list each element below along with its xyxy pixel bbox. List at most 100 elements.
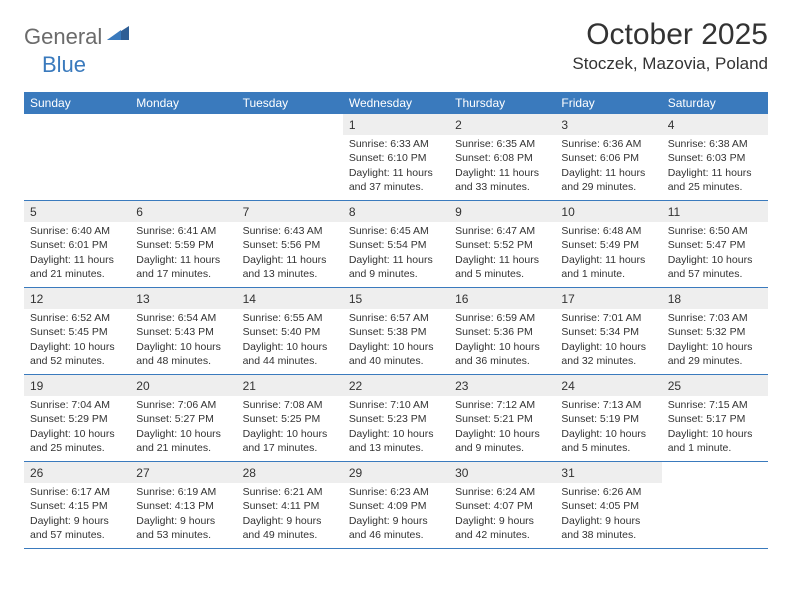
day-cell: 28Sunrise: 6:21 AMSunset: 4:11 PMDayligh… [237, 462, 343, 548]
daylight-text: Daylight: 10 hours and 1 minute. [668, 427, 762, 455]
day-details: Sunrise: 7:10 AMSunset: 5:23 PMDaylight:… [343, 396, 449, 459]
day-number: 9 [449, 201, 555, 222]
logo: General [24, 24, 131, 50]
day-details: Sunrise: 6:38 AMSunset: 6:03 PMDaylight:… [662, 135, 768, 198]
day-details: Sunrise: 7:15 AMSunset: 5:17 PMDaylight:… [662, 396, 768, 459]
sunset-text: Sunset: 5:17 PM [668, 412, 762, 426]
day-cell: 19Sunrise: 7:04 AMSunset: 5:29 PMDayligh… [24, 375, 130, 461]
day-cell: 7Sunrise: 6:43 AMSunset: 5:56 PMDaylight… [237, 201, 343, 287]
month-title: October 2025 [572, 18, 768, 52]
sunset-text: Sunset: 5:49 PM [561, 238, 655, 252]
day-number: 7 [237, 201, 343, 222]
sunrise-text: Sunrise: 6:43 AM [243, 224, 337, 238]
daylight-text: Daylight: 10 hours and 25 minutes. [30, 427, 124, 455]
sunset-text: Sunset: 5:19 PM [561, 412, 655, 426]
day-details: Sunrise: 6:26 AMSunset: 4:05 PMDaylight:… [555, 483, 661, 546]
day-details: Sunrise: 6:24 AMSunset: 4:07 PMDaylight:… [449, 483, 555, 546]
day-details: Sunrise: 6:52 AMSunset: 5:45 PMDaylight:… [24, 309, 130, 372]
day-number: 1 [343, 114, 449, 135]
sunrise-text: Sunrise: 6:48 AM [561, 224, 655, 238]
day-details: Sunrise: 7:04 AMSunset: 5:29 PMDaylight:… [24, 396, 130, 459]
day-cell: 12Sunrise: 6:52 AMSunset: 5:45 PMDayligh… [24, 288, 130, 374]
week-row: 1Sunrise: 6:33 AMSunset: 6:10 PMDaylight… [24, 114, 768, 201]
sunrise-text: Sunrise: 7:04 AM [30, 398, 124, 412]
day-number: 15 [343, 288, 449, 309]
sunrise-text: Sunrise: 7:08 AM [243, 398, 337, 412]
daylight-text: Daylight: 10 hours and 57 minutes. [668, 253, 762, 281]
day-cell: 24Sunrise: 7:13 AMSunset: 5:19 PMDayligh… [555, 375, 661, 461]
day-cell: 16Sunrise: 6:59 AMSunset: 5:36 PMDayligh… [449, 288, 555, 374]
day-cell: 4Sunrise: 6:38 AMSunset: 6:03 PMDaylight… [662, 114, 768, 200]
sunrise-text: Sunrise: 6:24 AM [455, 485, 549, 499]
daylight-text: Daylight: 11 hours and 9 minutes. [349, 253, 443, 281]
calendar-page: General October 2025 Stoczek, Mazovia, P… [0, 0, 792, 567]
day-number: 14 [237, 288, 343, 309]
sunrise-text: Sunrise: 7:06 AM [136, 398, 230, 412]
day-cell: 9Sunrise: 6:47 AMSunset: 5:52 PMDaylight… [449, 201, 555, 287]
day-cell: 31Sunrise: 6:26 AMSunset: 4:05 PMDayligh… [555, 462, 661, 548]
sunrise-text: Sunrise: 6:19 AM [136, 485, 230, 499]
weekday-header: Sunday [24, 92, 130, 114]
day-details: Sunrise: 6:48 AMSunset: 5:49 PMDaylight:… [555, 222, 661, 285]
daylight-text: Daylight: 10 hours and 29 minutes. [668, 340, 762, 368]
day-number: 29 [343, 462, 449, 483]
weekday-header-row: Sunday Monday Tuesday Wednesday Thursday… [24, 92, 768, 114]
day-number: 2 [449, 114, 555, 135]
daylight-text: Daylight: 10 hours and 48 minutes. [136, 340, 230, 368]
daylight-text: Daylight: 9 hours and 53 minutes. [136, 514, 230, 542]
day-cell: 20Sunrise: 7:06 AMSunset: 5:27 PMDayligh… [130, 375, 236, 461]
day-details: Sunrise: 6:41 AMSunset: 5:59 PMDaylight:… [130, 222, 236, 285]
day-details: Sunrise: 6:19 AMSunset: 4:13 PMDaylight:… [130, 483, 236, 546]
daylight-text: Daylight: 10 hours and 32 minutes. [561, 340, 655, 368]
day-number: 28 [237, 462, 343, 483]
sunrise-text: Sunrise: 6:21 AM [243, 485, 337, 499]
logo-text-blue: Blue [42, 52, 86, 78]
day-number [130, 114, 236, 135]
day-details: Sunrise: 6:23 AMSunset: 4:09 PMDaylight:… [343, 483, 449, 546]
day-number: 10 [555, 201, 661, 222]
logo-text-general: General [24, 24, 102, 50]
weekday-header: Thursday [449, 92, 555, 114]
sunset-text: Sunset: 5:40 PM [243, 325, 337, 339]
day-cell [24, 114, 130, 200]
day-cell: 26Sunrise: 6:17 AMSunset: 4:15 PMDayligh… [24, 462, 130, 548]
day-cell: 29Sunrise: 6:23 AMSunset: 4:09 PMDayligh… [343, 462, 449, 548]
weekday-header: Saturday [662, 92, 768, 114]
day-details: Sunrise: 6:21 AMSunset: 4:11 PMDaylight:… [237, 483, 343, 546]
sunset-text: Sunset: 5:52 PM [455, 238, 549, 252]
day-number: 6 [130, 201, 236, 222]
day-number [662, 462, 768, 483]
sunset-text: Sunset: 5:56 PM [243, 238, 337, 252]
sunrise-text: Sunrise: 6:33 AM [349, 137, 443, 151]
day-number: 20 [130, 375, 236, 396]
title-block: October 2025 Stoczek, Mazovia, Poland [572, 18, 768, 74]
sunset-text: Sunset: 6:06 PM [561, 151, 655, 165]
day-cell: 23Sunrise: 7:12 AMSunset: 5:21 PMDayligh… [449, 375, 555, 461]
sunset-text: Sunset: 5:23 PM [349, 412, 443, 426]
day-number: 5 [24, 201, 130, 222]
day-number: 21 [237, 375, 343, 396]
day-number: 16 [449, 288, 555, 309]
sunrise-text: Sunrise: 6:54 AM [136, 311, 230, 325]
day-number: 24 [555, 375, 661, 396]
sunset-text: Sunset: 4:15 PM [30, 499, 124, 513]
day-number: 23 [449, 375, 555, 396]
daylight-text: Daylight: 10 hours and 44 minutes. [243, 340, 337, 368]
day-cell: 11Sunrise: 6:50 AMSunset: 5:47 PMDayligh… [662, 201, 768, 287]
daylight-text: Daylight: 10 hours and 36 minutes. [455, 340, 549, 368]
sunset-text: Sunset: 5:45 PM [30, 325, 124, 339]
day-cell [130, 114, 236, 200]
sunrise-text: Sunrise: 7:13 AM [561, 398, 655, 412]
day-cell: 27Sunrise: 6:19 AMSunset: 4:13 PMDayligh… [130, 462, 236, 548]
day-details: Sunrise: 6:17 AMSunset: 4:15 PMDaylight:… [24, 483, 130, 546]
daylight-text: Daylight: 9 hours and 57 minutes. [30, 514, 124, 542]
day-details: Sunrise: 6:47 AMSunset: 5:52 PMDaylight:… [449, 222, 555, 285]
daylight-text: Daylight: 11 hours and 21 minutes. [30, 253, 124, 281]
daylight-text: Daylight: 9 hours and 38 minutes. [561, 514, 655, 542]
daylight-text: Daylight: 10 hours and 17 minutes. [243, 427, 337, 455]
sunrise-text: Sunrise: 7:10 AM [349, 398, 443, 412]
day-cell: 17Sunrise: 7:01 AMSunset: 5:34 PMDayligh… [555, 288, 661, 374]
day-cell: 10Sunrise: 6:48 AMSunset: 5:49 PMDayligh… [555, 201, 661, 287]
sunset-text: Sunset: 5:25 PM [243, 412, 337, 426]
daylight-text: Daylight: 10 hours and 13 minutes. [349, 427, 443, 455]
